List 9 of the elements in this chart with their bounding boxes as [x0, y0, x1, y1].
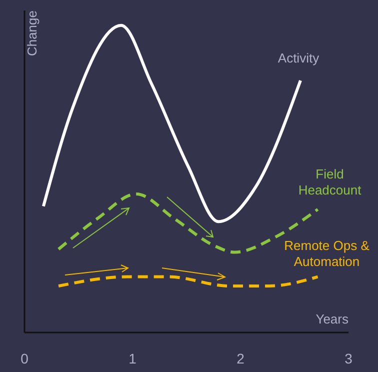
y-axis-title: Change	[24, 10, 40, 56]
x-tick-label: 2	[236, 350, 245, 366]
series-label: Field Headcount	[298, 166, 362, 198]
x-tick-label: 1	[128, 350, 137, 366]
x-axis-title: Years	[316, 312, 349, 326]
series-label: Activity	[278, 50, 320, 66]
x-tick-label: 3	[344, 350, 353, 366]
series-label: Remote Ops & Automation	[284, 238, 370, 269]
x-tick-label: 0	[20, 350, 29, 366]
